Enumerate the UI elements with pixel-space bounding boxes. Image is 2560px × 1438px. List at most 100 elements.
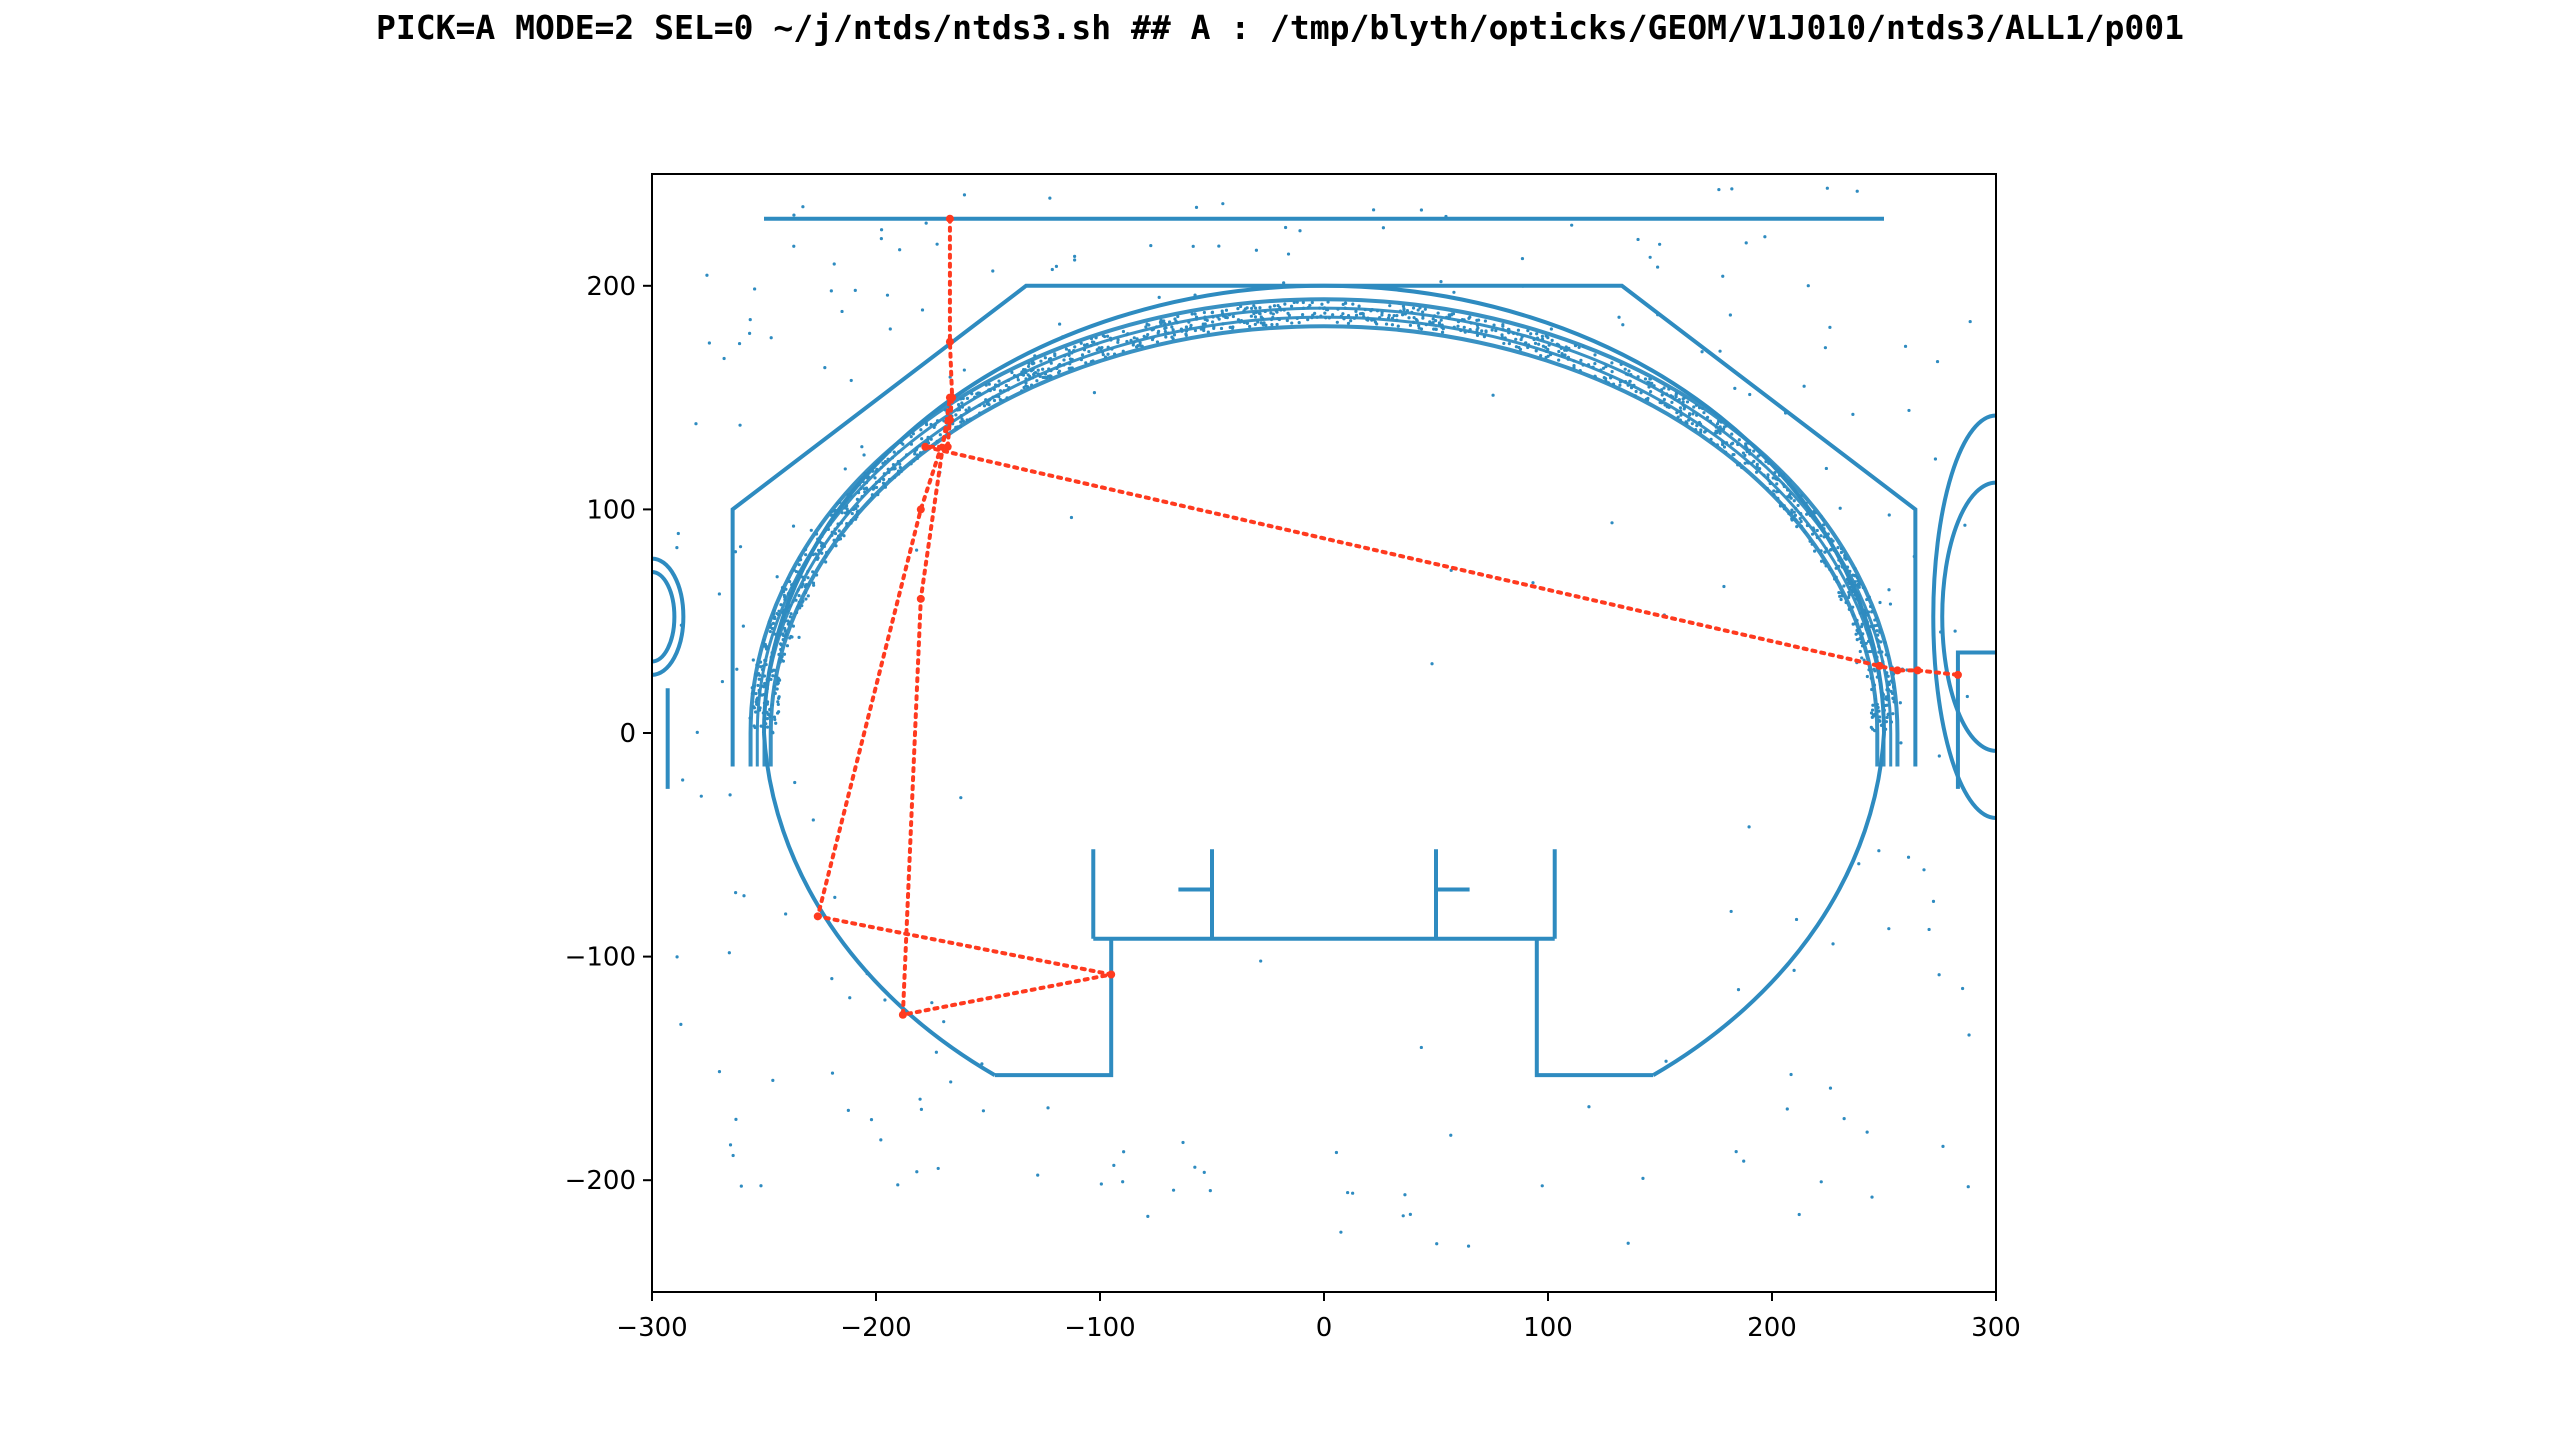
photon-path-point (945, 337, 954, 346)
side-arc (652, 556, 686, 677)
scatter-point (1450, 312, 1454, 316)
scatter-point (1636, 237, 1640, 242)
geometry-polyline (1955, 650, 1996, 789)
photon-path-line (815, 395, 1112, 1018)
scatter-point (1857, 862, 1861, 866)
scatter-point (892, 450, 896, 454)
scatter-point (1968, 319, 1972, 324)
scatter-point (1785, 1107, 1789, 1111)
scatter-point (1722, 425, 1726, 429)
scatter-point (1865, 674, 1869, 679)
scatter-point (1396, 324, 1400, 328)
scatter-point (1004, 383, 1008, 388)
scatter-point (1792, 968, 1796, 973)
scatter-point (1825, 186, 1829, 190)
scatter-point (898, 248, 902, 252)
scatter-point (1537, 342, 1541, 346)
scatter-point (1935, 359, 1940, 364)
x-tick-label: −100 (1064, 1313, 1135, 1343)
scatter-point (1953, 629, 1957, 633)
scatter-point (1147, 323, 1151, 327)
scatter-point (1283, 302, 1287, 306)
scatter-point (797, 563, 801, 567)
scatter-point (965, 396, 970, 400)
scatter-point (738, 545, 743, 549)
scatter-point (727, 951, 731, 955)
scatter-point (1851, 412, 1855, 416)
scatter-point (773, 616, 777, 621)
scatter-point (997, 379, 1001, 383)
scatter-point (1885, 703, 1889, 707)
scatter-point (1053, 353, 1057, 358)
scatter-point (1036, 1173, 1040, 1177)
scatter-point (1728, 313, 1732, 317)
scatter-point (769, 336, 773, 340)
scatter-point (1220, 309, 1224, 313)
scatter-point (1798, 517, 1802, 521)
scatter-point (720, 679, 725, 684)
scatter-point (1351, 1191, 1355, 1195)
scatter-point (1733, 386, 1737, 391)
scatter-point (1891, 712, 1895, 716)
scatter-point (1931, 899, 1936, 903)
scatter-point (731, 1153, 735, 1158)
scatter-point (1658, 242, 1662, 246)
scatter-point (949, 1080, 953, 1084)
scatter-point (804, 553, 808, 557)
photon-path-layer (813, 214, 1962, 1019)
scatter-point (695, 730, 699, 734)
scatter-point (1729, 909, 1733, 914)
photon-path-point (1953, 670, 1962, 679)
scatter-point (1105, 334, 1110, 338)
scatter-point (1501, 324, 1505, 328)
scatter-point (1351, 302, 1355, 306)
ellipsoid-band-arc (768, 324, 1880, 767)
x-tick-label: 0 (1316, 1313, 1333, 1343)
scatter-point (1610, 361, 1614, 365)
scatter-point (1752, 459, 1756, 463)
scatter-point (774, 721, 778, 725)
scatter-point (1839, 550, 1843, 555)
scatter-point (1933, 457, 1938, 461)
scatter-point (1621, 323, 1625, 327)
scatter-point (776, 710, 781, 714)
scatter-point (792, 213, 796, 217)
scatter-point (1202, 1170, 1206, 1174)
scatter-point (783, 626, 787, 631)
scatter-point (1270, 322, 1274, 327)
scatter-point (1190, 312, 1194, 316)
scatter-point (1073, 345, 1077, 349)
scatter-point (1792, 499, 1796, 503)
scatter-point (1016, 378, 1020, 382)
scatter-point (1870, 708, 1875, 712)
scatter-point (1871, 727, 1875, 731)
scatter-point (737, 341, 742, 346)
scatter-point (1286, 311, 1290, 315)
scatter-point (1858, 649, 1862, 654)
scatter-point (752, 706, 757, 710)
scatter-point (777, 677, 781, 681)
scatter-point (1691, 412, 1695, 416)
scatter-point (776, 702, 780, 707)
scatter-point (1157, 329, 1161, 333)
photon-path-point (813, 912, 822, 921)
scatter-point (1963, 523, 1967, 527)
x-tick-label: −300 (616, 1313, 687, 1343)
scatter-point (1887, 588, 1891, 592)
scatter-point (733, 550, 738, 554)
scatter-point (1298, 229, 1302, 233)
scatter-point (1748, 392, 1752, 397)
scatter-point (1839, 597, 1843, 602)
y-tick-label: 0 (619, 719, 636, 749)
scatter-point (1171, 1188, 1176, 1192)
scatter-point (1788, 495, 1792, 499)
ellipsoid-band-arc (748, 297, 1900, 767)
scatter-point (1662, 386, 1666, 390)
scatter-point (846, 1108, 850, 1112)
scatter-point (1057, 369, 1062, 373)
scatter-point (1717, 187, 1721, 192)
geometry-polyline (1534, 938, 1654, 1078)
scatter-point (1899, 741, 1903, 745)
scatter-point (748, 318, 752, 322)
scatter-point (1789, 1072, 1793, 1077)
